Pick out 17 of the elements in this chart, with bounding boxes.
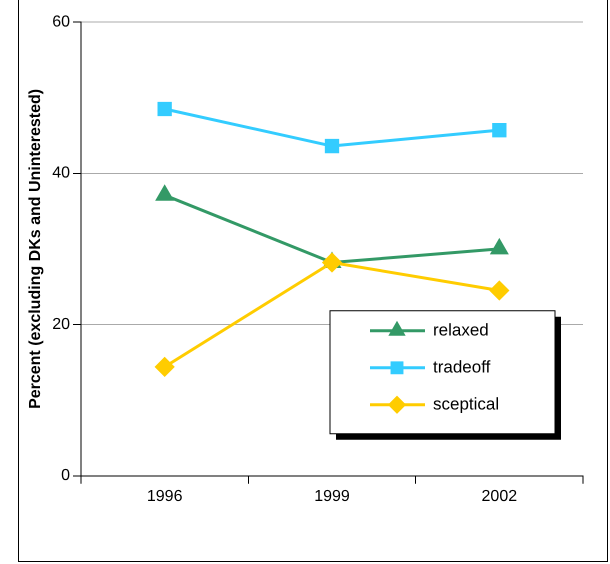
x-tick-label: 1999 bbox=[314, 488, 350, 505]
legend-label: relaxed bbox=[433, 320, 489, 340]
x-tick-label: 2002 bbox=[482, 488, 518, 505]
y-tick-label: 20 bbox=[52, 316, 70, 333]
point bbox=[155, 357, 174, 376]
point bbox=[492, 123, 506, 138]
point bbox=[490, 281, 509, 300]
y-axis-title: Percent (excluding DKs and Uninterested) bbox=[27, 88, 44, 409]
point bbox=[324, 138, 340, 154]
x-tick-label: 1996 bbox=[146, 488, 183, 505]
legend-label: sceptical bbox=[433, 394, 500, 414]
point bbox=[158, 102, 172, 116]
y-tick-label: 0 bbox=[61, 467, 70, 484]
y-tick-label: 40 bbox=[52, 164, 70, 182]
y-tick-label: 60 bbox=[52, 13, 70, 30]
point bbox=[322, 253, 342, 272]
legend-label: tradeoff bbox=[433, 357, 491, 376]
